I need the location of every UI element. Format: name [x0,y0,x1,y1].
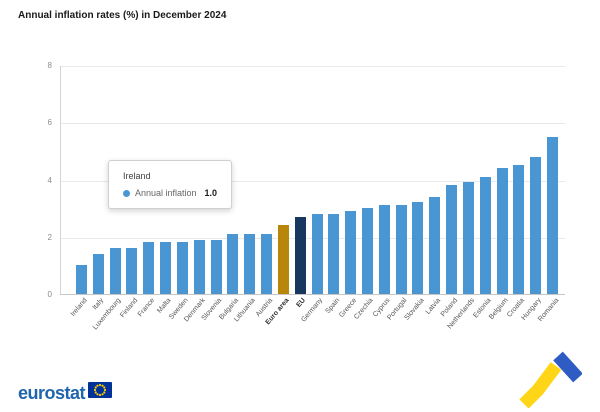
bar-slot: Poland [440,66,460,318]
bar-slot: Germany [301,66,326,324]
bar-slot: Hungary [521,66,544,322]
bar-eu[interactable] [294,216,306,294]
bar-slot: Denmark [183,66,208,323]
tooltip-series-row: Annual inflation 1.0 [123,188,217,198]
bar-slot: Ireland [70,66,90,318]
y-axis-tick-label: 0 [47,290,52,299]
bar-slot: Lithuania [233,66,258,323]
bar-slot: Bulgaria [218,66,241,321]
y-axis-tick-label: 2 [47,232,52,242]
tooltip: Ireland Annual inflation 1.0 [108,160,233,209]
bar-estonia[interactable] [479,176,491,294]
bar-malta[interactable] [160,242,172,294]
bar-hungary[interactable] [530,156,542,294]
bar-denmark[interactable] [193,239,205,294]
bar-luxembourg[interactable] [109,248,121,294]
bar-slot: Slovenia [201,66,225,322]
bar-slot: Greece [338,66,359,319]
bar-cyprus[interactable] [378,205,390,294]
series-marker-icon [123,189,130,197]
bar-czechia[interactable] [361,208,373,294]
blue-yellow-ribbon-icon [519,351,582,408]
bar-slot: Croatia [506,66,528,319]
bar-slot: Italy [90,66,107,311]
bar-slot: EU [292,66,309,309]
bar-euro-area[interactable] [277,225,289,294]
bar-slot: Austria [255,66,275,318]
bar-netherlands[interactable] [462,182,474,294]
bar-slot: Euro area [265,66,292,326]
bar-slot: Luxembourg [92,66,124,331]
bar-slovenia[interactable] [210,239,222,294]
bars-layer: Ireland Italy Luxembourg Finland France Malta… [70,66,561,331]
bar-slot: Belgium [488,66,511,321]
bar-france[interactable] [143,242,155,294]
bar-spain[interactable] [328,213,340,294]
x-axis-label: France [136,297,157,319]
bar-slot: Sweden [168,66,191,321]
bar-slot: France [137,66,157,318]
bar-slot: Spain [324,66,342,315]
bar-portugal[interactable] [395,205,407,294]
x-axis-label: Italy [91,297,106,312]
bar-slovakia[interactable] [412,202,424,294]
bar-lithuania[interactable] [244,233,256,294]
bar-slot: Romania [537,66,561,323]
bar-sweden[interactable] [176,242,188,294]
bar-slot: Malta [157,66,174,315]
y-axis-tick-label: 8 [47,61,52,70]
y-axis-tick-label: 6 [47,118,52,128]
tooltip-series-label: Annual inflation [135,188,197,198]
bar-greece[interactable] [345,211,357,294]
bar-slot: Netherlands [446,66,477,330]
bar-slot: Slovakia [403,66,427,322]
bar-italy[interactable] [92,253,104,294]
bar-ireland[interactable] [75,265,87,294]
bar-romania[interactable] [547,136,559,294]
bar-slot: Estonia [472,66,494,319]
eurostat-wordmark: eurostat [18,383,86,403]
bar-poland[interactable] [446,185,458,294]
bar-belgium[interactable] [496,168,508,294]
gridline [61,123,565,125]
bar-bulgaria[interactable] [227,233,239,294]
bar-slot: Finland [119,66,140,319]
gridline [61,180,565,182]
bar-slot: Latvia [425,66,443,316]
bar-latvia[interactable] [429,196,441,294]
gridline [61,66,565,67]
x-axis-label: Ireland [69,297,89,318]
chart-title: Annual inflation rates (%) in December 2… [18,10,227,21]
bar-slot: Portugal [386,66,410,321]
tooltip-value: 1.0 [204,188,218,198]
bar-austria[interactable] [261,233,273,294]
eu-flag-icon [88,381,113,398]
bar-slot: Czechia [353,66,376,321]
bar-croatia[interactable] [513,165,525,294]
tooltip-country: Ireland [123,171,151,181]
eurostat-logo: eurostat [18,381,113,404]
bar-finland[interactable] [126,248,138,294]
bar-germany[interactable] [311,213,323,294]
x-axis-label: EU [295,297,308,309]
bar-slot: Cyprus [372,66,393,318]
y-axis-tick-label: 4 [47,175,52,185]
